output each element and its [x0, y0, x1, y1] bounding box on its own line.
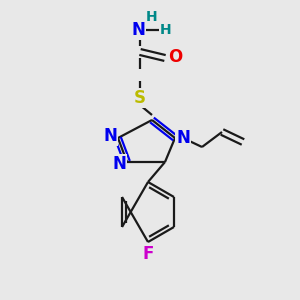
- Text: H: H: [160, 23, 172, 37]
- Text: H: H: [146, 10, 158, 24]
- Text: N: N: [112, 155, 126, 173]
- Text: N: N: [176, 129, 190, 147]
- Text: F: F: [142, 245, 154, 263]
- Text: N: N: [131, 21, 145, 39]
- Text: N: N: [103, 127, 117, 145]
- Text: S: S: [134, 89, 146, 107]
- Text: O: O: [168, 48, 182, 66]
